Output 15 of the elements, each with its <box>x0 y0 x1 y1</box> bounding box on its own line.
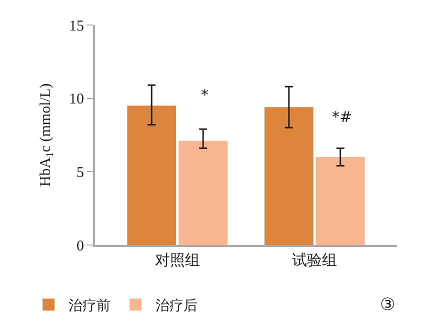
y-tick-label: 0 <box>76 238 84 254</box>
x-tick-label: 对照组 <box>154 251 200 269</box>
y-tick-label: 10 <box>69 92 84 108</box>
bar <box>264 107 314 245</box>
bar <box>178 140 228 245</box>
y-tick-label: 5 <box>76 164 84 181</box>
legend-label: 治疗后 <box>156 298 198 314</box>
bar <box>127 106 176 245</box>
annotation: * <box>201 86 209 104</box>
annotation: *# <box>332 108 352 126</box>
text: ③ <box>380 295 396 315</box>
legend-label: 治疗前 <box>68 298 111 314</box>
bar <box>316 157 365 245</box>
x-tick-label: 试验组 <box>292 251 338 269</box>
y-tick-label: 15 <box>69 18 84 34</box>
